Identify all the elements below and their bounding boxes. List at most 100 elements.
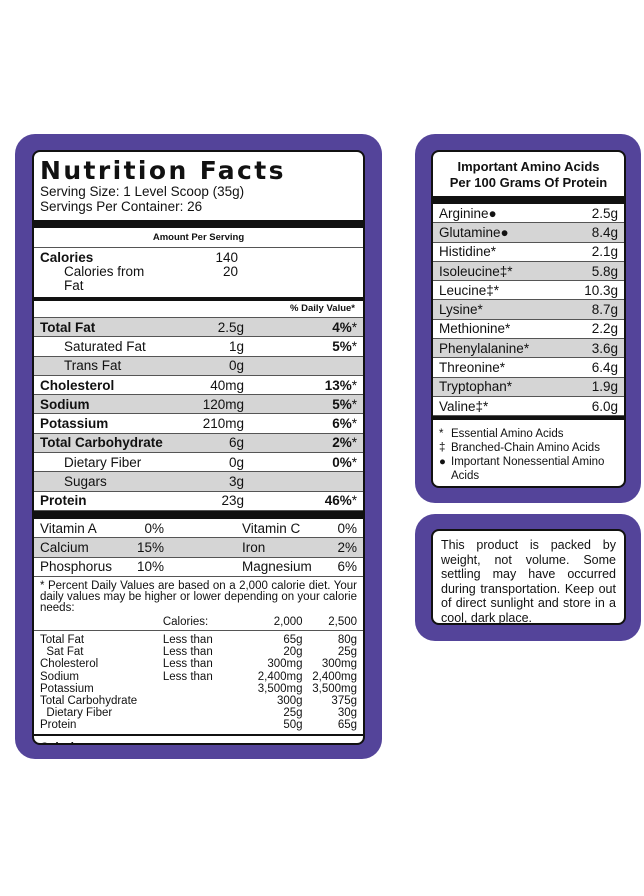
dv-asterisk: * [351,396,357,412]
dv-value: 5% [332,396,352,412]
nutrient-amount: 6g [228,435,244,451]
cal-per-gram-title: Calories per gram: [40,736,357,743]
reference-cell: Less than [162,634,213,647]
amino-value: 8.4g [591,224,618,240]
amino-row: Threonine* 6.4g [433,358,624,378]
divider [433,196,624,204]
legend-symbol: ● [439,456,446,469]
amino-acids-panel: Important Amino Acids Per 100 Grams Of P… [415,134,641,503]
reference-cell: 3,500mg [257,682,303,695]
vitamin-ap: 0% [144,520,164,536]
reference-cell: 375g [331,695,358,708]
reference-row: Total Fat Less than 65g 80g [40,634,357,646]
nutrient-amount: 1g [228,338,244,354]
nutrient-name: Total Fat [40,319,96,335]
amino-name: Tryptophan* [439,379,513,395]
reference-header: Calories: 2,000 2,500 [40,616,357,630]
amino-row: Valine‡* 6.0g [433,397,624,417]
dv-asterisk: * [351,416,357,432]
amino-name: Threonine* [439,360,506,376]
nutrient-name: Sugars [64,474,107,490]
vitamin-bp: 0% [337,520,357,536]
legend-text: Important Nonessential Amino Acids [451,456,605,483]
dv-asterisk: * [351,435,357,451]
amino-name: Valine‡* [439,398,489,414]
amino-value: 2.5g [591,205,618,221]
legend-text: Branched-Chain Amino Acids [451,442,600,455]
reference-cell: Protein [40,719,77,732]
amino-value: 5.8g [591,263,618,279]
dv-asterisk: * [351,319,357,335]
nutrient-row: Potassium 210mg 6%* [34,414,363,434]
amino-title: Important Amino Acids Per 100 Grams Of P… [439,152,618,196]
calories-label: Calories [40,250,94,265]
dv-header: % Daily Value* [34,301,363,318]
reference-cell [163,695,236,707]
calories-fat-label: Calories from Fat [64,264,145,293]
amino-row: Lysine* 8.7g [433,300,624,320]
nutrient-name: Sodium [40,396,90,412]
vitamin-b: Iron [242,539,266,555]
legend-symbol: ‡ [439,442,446,455]
reference-header-cell: 2,000 [273,615,303,628]
amino-value: 6.4g [591,360,618,376]
nutrient-row: Sodium 120mg 5%* [34,395,363,415]
reference-row: Cholesterol Less than 300mg 300mg [40,658,357,670]
amino-row: Glutamine● 8.4g [433,223,624,243]
nutrient-row: Total Carbohydrate 6g 2%* [34,433,363,454]
divider [34,220,363,228]
reference-cell: 20g [283,646,303,659]
reference-cell: 65g [337,719,358,732]
reference-cell [163,719,236,731]
dv-value: 6% [332,416,352,432]
amino-value: 2.2g [591,321,618,337]
nutrient-dv: 4%* [244,320,357,335]
dv-asterisk: * [351,338,357,354]
amino-name: Arginine● [439,205,497,221]
reference-cell: Cholesterol [40,658,99,671]
reference-cell: 65g [283,634,303,647]
reference-cell: Total Carbohydrate [40,695,138,708]
dv-asterisk: * [351,377,357,393]
reference-cell: 25g [337,646,358,659]
amino-name: Lysine* [439,302,483,318]
vitamin-row: Vitamin A 0% Vitamin C 0% [34,519,363,539]
amino-name: Isoleucine‡* [439,263,513,279]
amino-value: 2.1g [591,244,618,260]
calories-value: 140 [215,250,238,265]
reference-header-cell: Calories: [162,615,209,628]
reference-cell: Less than [162,658,213,671]
reference-cell: 30g [337,707,358,720]
nutrient-name: Saturated Fat [64,338,146,354]
vitamin-ap: 10% [136,559,164,575]
reference-cell: 2,400mg [257,670,303,683]
dv-asterisk: * [351,493,357,509]
dv-value: 5% [332,338,352,354]
reference-cell [163,683,236,695]
dv-value: 46% [324,493,352,509]
dv-value: 2% [332,435,352,451]
amino-value: 1.9g [591,379,618,395]
amino-row: Methionine* 2.2g [433,320,624,340]
nutrient-name: Dietary Fiber [64,454,142,470]
amino-title-line1: Important Amino Acids [457,159,600,174]
nutrient-amount: 0g [228,454,244,470]
nutrient-row: Protein 23g 46%* [34,492,363,511]
reference-row: Sat Fat Less than 20g 25g [40,646,357,658]
vitamin-a: Calcium [40,539,89,555]
legend-item: ● Important Nonessential Amino Acids [439,455,618,483]
reference-cell [163,707,236,719]
divider [34,733,363,736]
reference-cell: Sat Fat [40,646,84,659]
reference-cell: 3,500mg [312,682,358,695]
storage-text: This product is packed by weight, not vo… [431,529,626,625]
amino-title-line2: Per 100 Grams Of Protein [449,175,608,190]
amino-value: 10.3g [584,282,618,298]
vitamin-a: Phosphorus [40,559,113,575]
amino-legend: * Essential Amino Acids ‡ Branched-Chain Am… [439,420,618,483]
dv-asterisk: * [351,454,357,470]
reference-cell: Dietary Fiber [40,707,113,720]
reference-cell: Sodium [40,670,79,683]
vitamin-b: Magnesium [242,559,312,575]
reference-row: Sodium Less than 2,400mg 2,400mg [40,671,357,683]
